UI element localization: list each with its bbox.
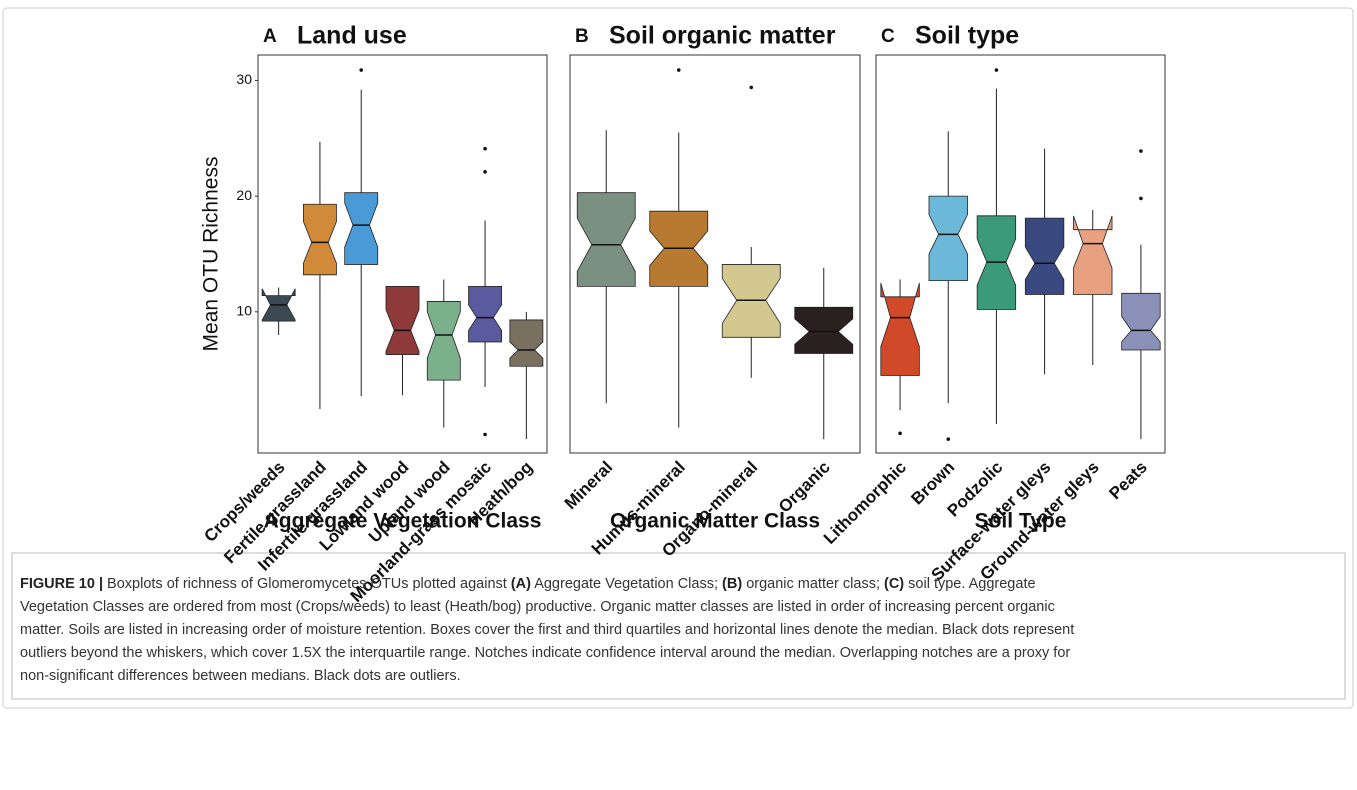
y-tick-label: 10 [236,303,252,319]
box [794,306,854,354]
outlier [359,68,364,72]
box [1073,215,1113,295]
box [509,319,544,367]
panel-title: Soil organic matter [609,22,836,50]
x-axis-title: Aggregate Vegetation Class [264,510,542,533]
panel-frame [875,54,1166,454]
caption-text: outliers beyond the whiskers, which cove… [20,645,1070,661]
box [426,301,461,381]
caption-text: Aggregate Vegetation Class; [531,576,722,592]
outlier [1139,149,1143,153]
outlier [994,68,999,72]
box [1024,217,1065,295]
caption-text: organic matter class; [742,576,884,592]
caption-line: Vegetation Classes are ordered from most… [20,599,1055,615]
caption-line: matter. Soils are listed in increasing o… [20,622,1074,638]
box [880,282,920,376]
caption-text: soil type. Aggregate [904,576,1035,592]
outlier [1139,196,1143,201]
box [344,192,379,265]
outlier [483,170,487,174]
box [576,192,636,287]
outlier [676,68,681,72]
caption-line: FIGURE 10 | Boxplots of richness of Glom… [20,576,1036,592]
outlier [898,431,902,436]
figure-frame [2,7,1354,709]
caption-text: Vegetation Classes are ordered from most… [20,599,1055,615]
x-axis-title: Soil Type [975,510,1067,533]
caption-text: matter. Soils are listed in increasing o… [20,622,1074,638]
x-tick-label: Mineral [561,458,617,514]
box [1121,292,1161,351]
caption-text: (B) [722,576,742,592]
caption-text: (A) [511,576,531,592]
caption-text: FIGURE 10 | [20,576,103,592]
box [303,203,337,276]
caption-text: non-significant differences between medi… [20,668,461,684]
x-tick-label: Organic [775,458,834,517]
panel-frame [257,54,548,454]
y-tick-label: 30 [236,71,252,87]
caption-frame [11,552,1346,700]
panel-label: C [881,26,895,47]
caption-text: Boxplots of richness of Glomeromycetes O… [103,576,511,592]
caption-text: (C) [884,576,904,592]
outlier [483,432,487,437]
panel-label: A [263,26,277,47]
y-tick-label: 20 [236,187,252,203]
caption-line: non-significant differences between medi… [20,668,461,684]
x-axis-title: Organic Matter Class [610,510,820,533]
panel-title: Soil type [915,22,1019,50]
box [468,285,502,343]
y-axis-title: Mean OTU Richness [200,157,223,352]
panel-title: Land use [297,22,407,50]
panel-label: B [575,26,589,47]
outlier [749,85,754,90]
outlier [946,437,951,441]
outlier [483,146,487,151]
panel-frame [569,54,861,454]
caption-line: outliers beyond the whiskers, which cove… [20,645,1070,661]
box [928,195,968,282]
box [385,285,420,356]
x-tick-label: Peats [1105,458,1151,504]
